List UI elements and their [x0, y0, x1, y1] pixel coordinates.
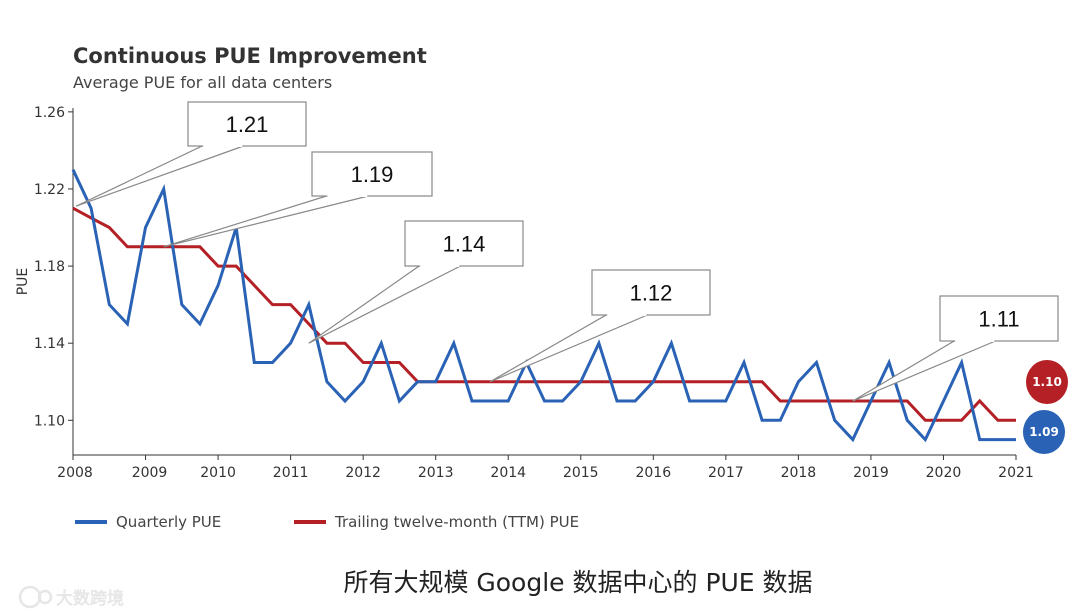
callout: 1.21: [75, 101, 307, 207]
y-tick-label: 1.18: [34, 259, 65, 275]
callout-label: 1.14: [443, 232, 486, 257]
x-tick-label: 2020: [926, 465, 962, 481]
y-tick-label: 1.26: [34, 105, 65, 121]
x-tick-label: 2010: [200, 465, 236, 481]
callout-pointer: [489, 314, 648, 383]
y-tick-label: 1.10: [34, 413, 65, 429]
callout: 1.11: [852, 295, 1059, 402]
x-tick-label: 2011: [273, 465, 309, 481]
x-tick-label: 2012: [345, 465, 381, 481]
end-badges: 1.10 1.09: [1023, 360, 1068, 454]
x-tick-label: 2021: [998, 465, 1034, 481]
series-layer: [71, 169, 1016, 443]
legend-label-quarterly: Quarterly PUE: [116, 513, 221, 531]
chart-subtitle: Average PUE for all data centers: [73, 73, 332, 92]
badge-circle: [1023, 410, 1065, 454]
x-axis: 2008 2009 2010 2011 2012 2013 2014 2015 2016 2017…: [57, 454, 1034, 481]
callout-box: [404, 220, 524, 267]
x-tick-label: 2013: [418, 465, 454, 481]
callout-box: [591, 269, 711, 316]
y-tick-label: 1.22: [34, 182, 65, 198]
callout: 1.19: [163, 151, 433, 248]
caption: 所有大规模 Google 数据中心的 PUE 数据: [343, 568, 812, 597]
badge-label: 1.10: [1032, 375, 1062, 389]
callout-box: [187, 101, 307, 147]
end-value-badge: 1.09: [1023, 410, 1065, 454]
watermark-logo-icon: [18, 585, 42, 609]
x-tick-label: 2019: [853, 465, 889, 481]
callout: 1.14: [308, 220, 524, 344]
callout-pointer: [163, 195, 369, 248]
callout-label: 1.11: [978, 307, 1019, 332]
watermark: 大数跨境: [18, 585, 124, 609]
y-axis-label: PUE: [15, 268, 31, 296]
callout-label: 1.19: [351, 162, 394, 187]
x-tick-label: 2018: [781, 465, 817, 481]
watermark-text: 大数跨境: [56, 588, 124, 609]
series-line-ttm: [72, 206, 1016, 422]
x-tick-label: 2008: [57, 465, 93, 481]
callout: 1.12: [489, 269, 711, 383]
callout-label: 1.12: [630, 281, 673, 306]
end-value-badge: 1.10: [1026, 360, 1068, 404]
badge-circle: [1026, 360, 1068, 404]
legend-label-ttm: Trailing twelve-month (TTM) PUE: [334, 513, 579, 531]
series-line-quarterly: [71, 169, 1016, 443]
callout-layer: 1.21 1.19 1.14 1.12 1.11: [75, 101, 1059, 402]
badge-label: 1.09: [1029, 425, 1059, 439]
chart-title: Continuous PUE Improvement: [73, 44, 427, 68]
y-axis: 1.26 1.22 1.18 1.14 1.10: [34, 105, 74, 455]
x-tick-label: 2017: [708, 465, 744, 481]
x-tick-label: 2015: [563, 465, 599, 481]
x-tick-label: 2016: [635, 465, 671, 481]
callout-pointer: [308, 265, 461, 344]
legend: Quarterly PUE Trailing twelve-month (TTM…: [75, 513, 579, 531]
callout-box: [939, 295, 1059, 342]
callout-pointer: [852, 340, 996, 402]
x-tick-label: 2009: [132, 465, 168, 481]
watermark-logo-dot-icon: [37, 589, 53, 605]
x-tick-label: 2014: [490, 465, 526, 481]
y-tick-label: 1.14: [34, 336, 65, 352]
callout-label: 1.21: [226, 112, 269, 137]
callout-box: [311, 151, 433, 197]
